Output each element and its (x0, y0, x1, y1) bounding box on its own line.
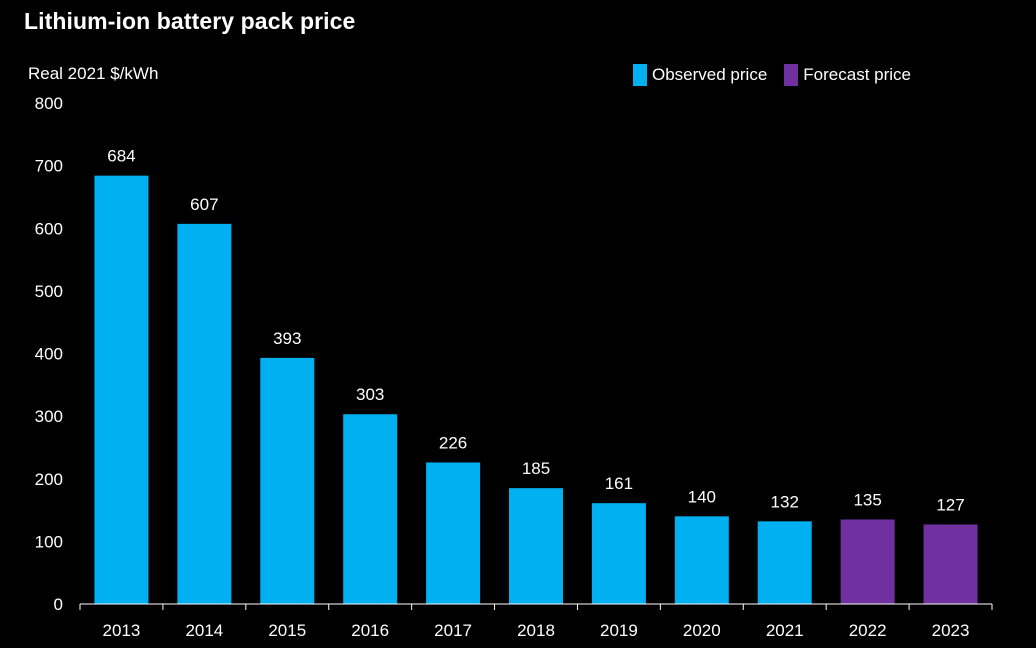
value-label-2021: 132 (771, 492, 799, 511)
value-label-2017: 226 (439, 433, 467, 452)
value-label-2015: 393 (273, 329, 301, 348)
y-tick-label-200: 200 (35, 470, 63, 489)
legend-swatch-forecast (784, 64, 799, 86)
value-label-2016: 303 (356, 385, 384, 404)
x-tick-label-2015: 2015 (268, 621, 306, 640)
bar-2021 (757, 521, 812, 604)
x-axis-ticks: 2013 2014 2015 2016 2017 2018 2019 2020 2021 2022… (79, 604, 993, 640)
legend-label-observed: Observed price (652, 65, 768, 84)
y-tick-label-500: 500 (35, 282, 63, 301)
bar-2018 (509, 488, 563, 604)
x-tick-label-2017: 2017 (434, 621, 472, 640)
x-tick-label-2020: 2020 (683, 621, 721, 640)
x-tick-label-2023: 2023 (932, 621, 970, 640)
x-tick-label-2018: 2018 (517, 621, 555, 640)
value-label-2022: 135 (853, 490, 881, 509)
bar-2016 (343, 414, 398, 604)
bar-2015 (260, 357, 315, 604)
y-tick-label-0: 0 (54, 595, 63, 614)
value-label-2020: 140 (688, 487, 716, 506)
x-tick-label-2016: 2016 (351, 621, 389, 640)
y-tick-label-800: 800 (35, 94, 63, 113)
x-tick-label-2019: 2019 (600, 621, 638, 640)
value-label-2019: 161 (605, 474, 633, 493)
bar-2022 (840, 519, 895, 604)
y-tick-label-100: 100 (35, 532, 63, 551)
bars (94, 175, 978, 604)
y-axis-ticks: 0 100 200 300 400 500 600 700 800 (35, 94, 63, 614)
value-label-2013: 684 (107, 147, 135, 166)
bar-2019 (591, 503, 646, 604)
x-tick-label-2014: 2014 (185, 621, 223, 640)
legend-label-forecast: Forecast price (803, 65, 911, 84)
value-label-2014: 607 (190, 195, 218, 214)
y-tick-label-400: 400 (35, 345, 63, 364)
chart-title: Lithium-ion battery pack price (24, 8, 356, 34)
legend: Observed price Forecast price (633, 64, 928, 86)
bar-2014 (177, 223, 232, 604)
legend-swatch-observed (633, 64, 647, 86)
bar-2017 (426, 462, 481, 604)
y-tick-label-700: 700 (35, 157, 63, 176)
y-axis-unit-label: Real 2021 $/kWh (28, 64, 159, 83)
value-labels: 684 607 393 303 226 185 161 140 132 135 127 (107, 147, 964, 515)
value-label-2023: 127 (936, 495, 964, 514)
y-tick-label-600: 600 (35, 219, 63, 238)
bar-2020 (674, 516, 729, 604)
value-label-2018: 185 (522, 459, 550, 478)
bar-2013 (94, 175, 149, 604)
y-tick-label-300: 300 (35, 407, 63, 426)
x-tick-label-2013: 2013 (103, 621, 141, 640)
bar-2023 (923, 524, 978, 604)
x-tick-label-2022: 2022 (849, 621, 887, 640)
x-tick-label-2021: 2021 (766, 621, 804, 640)
legend-item-observed: Observed price (633, 64, 767, 86)
legend-item-forecast: Forecast price (784, 64, 911, 86)
